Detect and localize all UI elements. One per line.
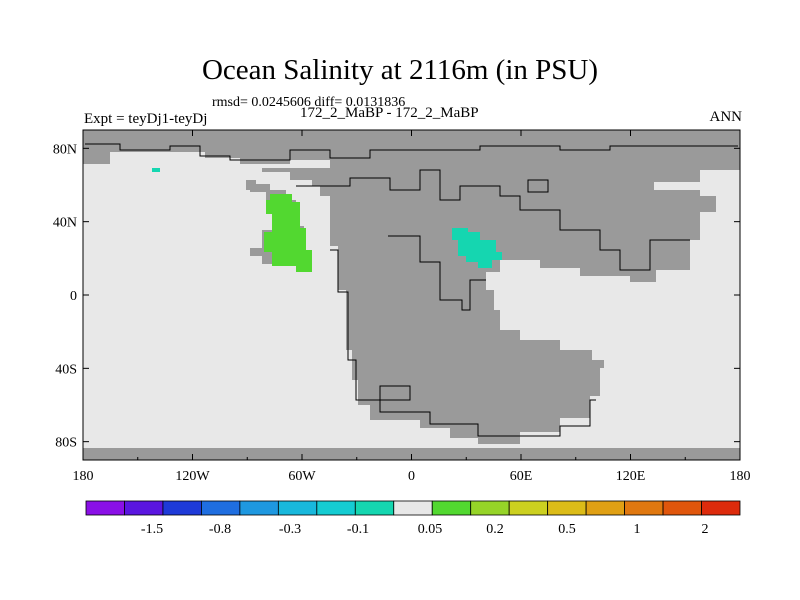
colorbar-label: 0.5 [558,522,576,537]
western-islet [246,180,256,190]
colorbar-label: -1.5 [141,522,163,537]
colorbar-label: -0.1 [347,522,369,537]
inland-basin-contour [527,179,549,193]
y-tick-label: 40S [55,362,77,377]
colorbar-swatch [201,500,241,516]
x-tick-label: 180 [73,469,94,484]
colorbar-swatch [585,500,625,516]
colorbar-swatch [624,500,664,516]
colorbar-swatch [162,500,202,516]
colorbar-label: 0.2 [486,522,504,537]
colorbar-swatch [277,500,318,516]
colorbar-swatch [316,500,356,516]
colorbar-swatch [354,500,395,516]
y-axis: 80N 40N 0 40S 80S [53,142,740,451]
rmsd-diff-stats: rmsd= 0.0245606 diff= 0.0131836 [212,95,406,110]
chart-title: Ocean Salinity at 2116m (in PSU) [201,54,599,86]
x-tick-label: 60W [288,469,316,484]
colorbar-swatch [547,500,587,516]
colorbar: -1.5 -0.8 -0.3 -0.1 0.05 0.2 0.5 1 2 [85,500,741,537]
x-tick-label: 60E [510,469,533,484]
case-label: 172_2_MaBP - 172_2_MaBP [300,105,479,121]
colorbar-label: 0.05 [418,522,443,537]
y-tick-label: 40N [53,216,77,231]
colorbar-swatch [85,500,125,516]
colorbar-swatch [470,500,510,516]
colorbar-swatch [393,500,433,516]
colorbar-swatch [431,500,472,516]
north-ocean-inlet [110,152,330,166]
negative-anomaly-central [452,228,502,268]
colorbar-label: 2 [702,522,709,537]
colorbar-label: -0.3 [279,522,301,537]
x-axis: 180 120W 60W 0 60E 120E 180 [73,130,751,484]
y-tick-label: 80S [55,436,77,451]
season-label: ANN [709,109,743,125]
experiment-label: Expt = teyDj1-teyDj [84,111,208,127]
colorbar-swatch [124,500,164,516]
interior-contour-north [296,169,690,271]
colorbar-label: 1 [634,522,641,537]
north-coast-contour [85,143,738,161]
x-tick-label: 0 [408,469,415,484]
colorbar-swatch [701,500,741,516]
colorbar-swatch [662,500,702,516]
southern-coast-contour [330,249,596,437]
x-tick-label: 180 [730,469,751,484]
colorbar-swatch [239,500,279,516]
negative-anomaly-patch-north [152,168,160,172]
y-tick-label: 0 [70,289,77,304]
seaway-contour [388,235,486,311]
x-tick-label: 120E [616,469,646,484]
positive-anomaly-west [264,194,312,272]
map-plot-area [82,129,741,461]
y-tick-label: 80N [53,142,77,157]
supercontinent-land [262,164,740,444]
colorbar-swatch [508,500,549,516]
x-tick-label: 120W [175,469,210,484]
colorbar-label: -0.8 [209,522,231,537]
southern-lake-contour [379,385,411,401]
